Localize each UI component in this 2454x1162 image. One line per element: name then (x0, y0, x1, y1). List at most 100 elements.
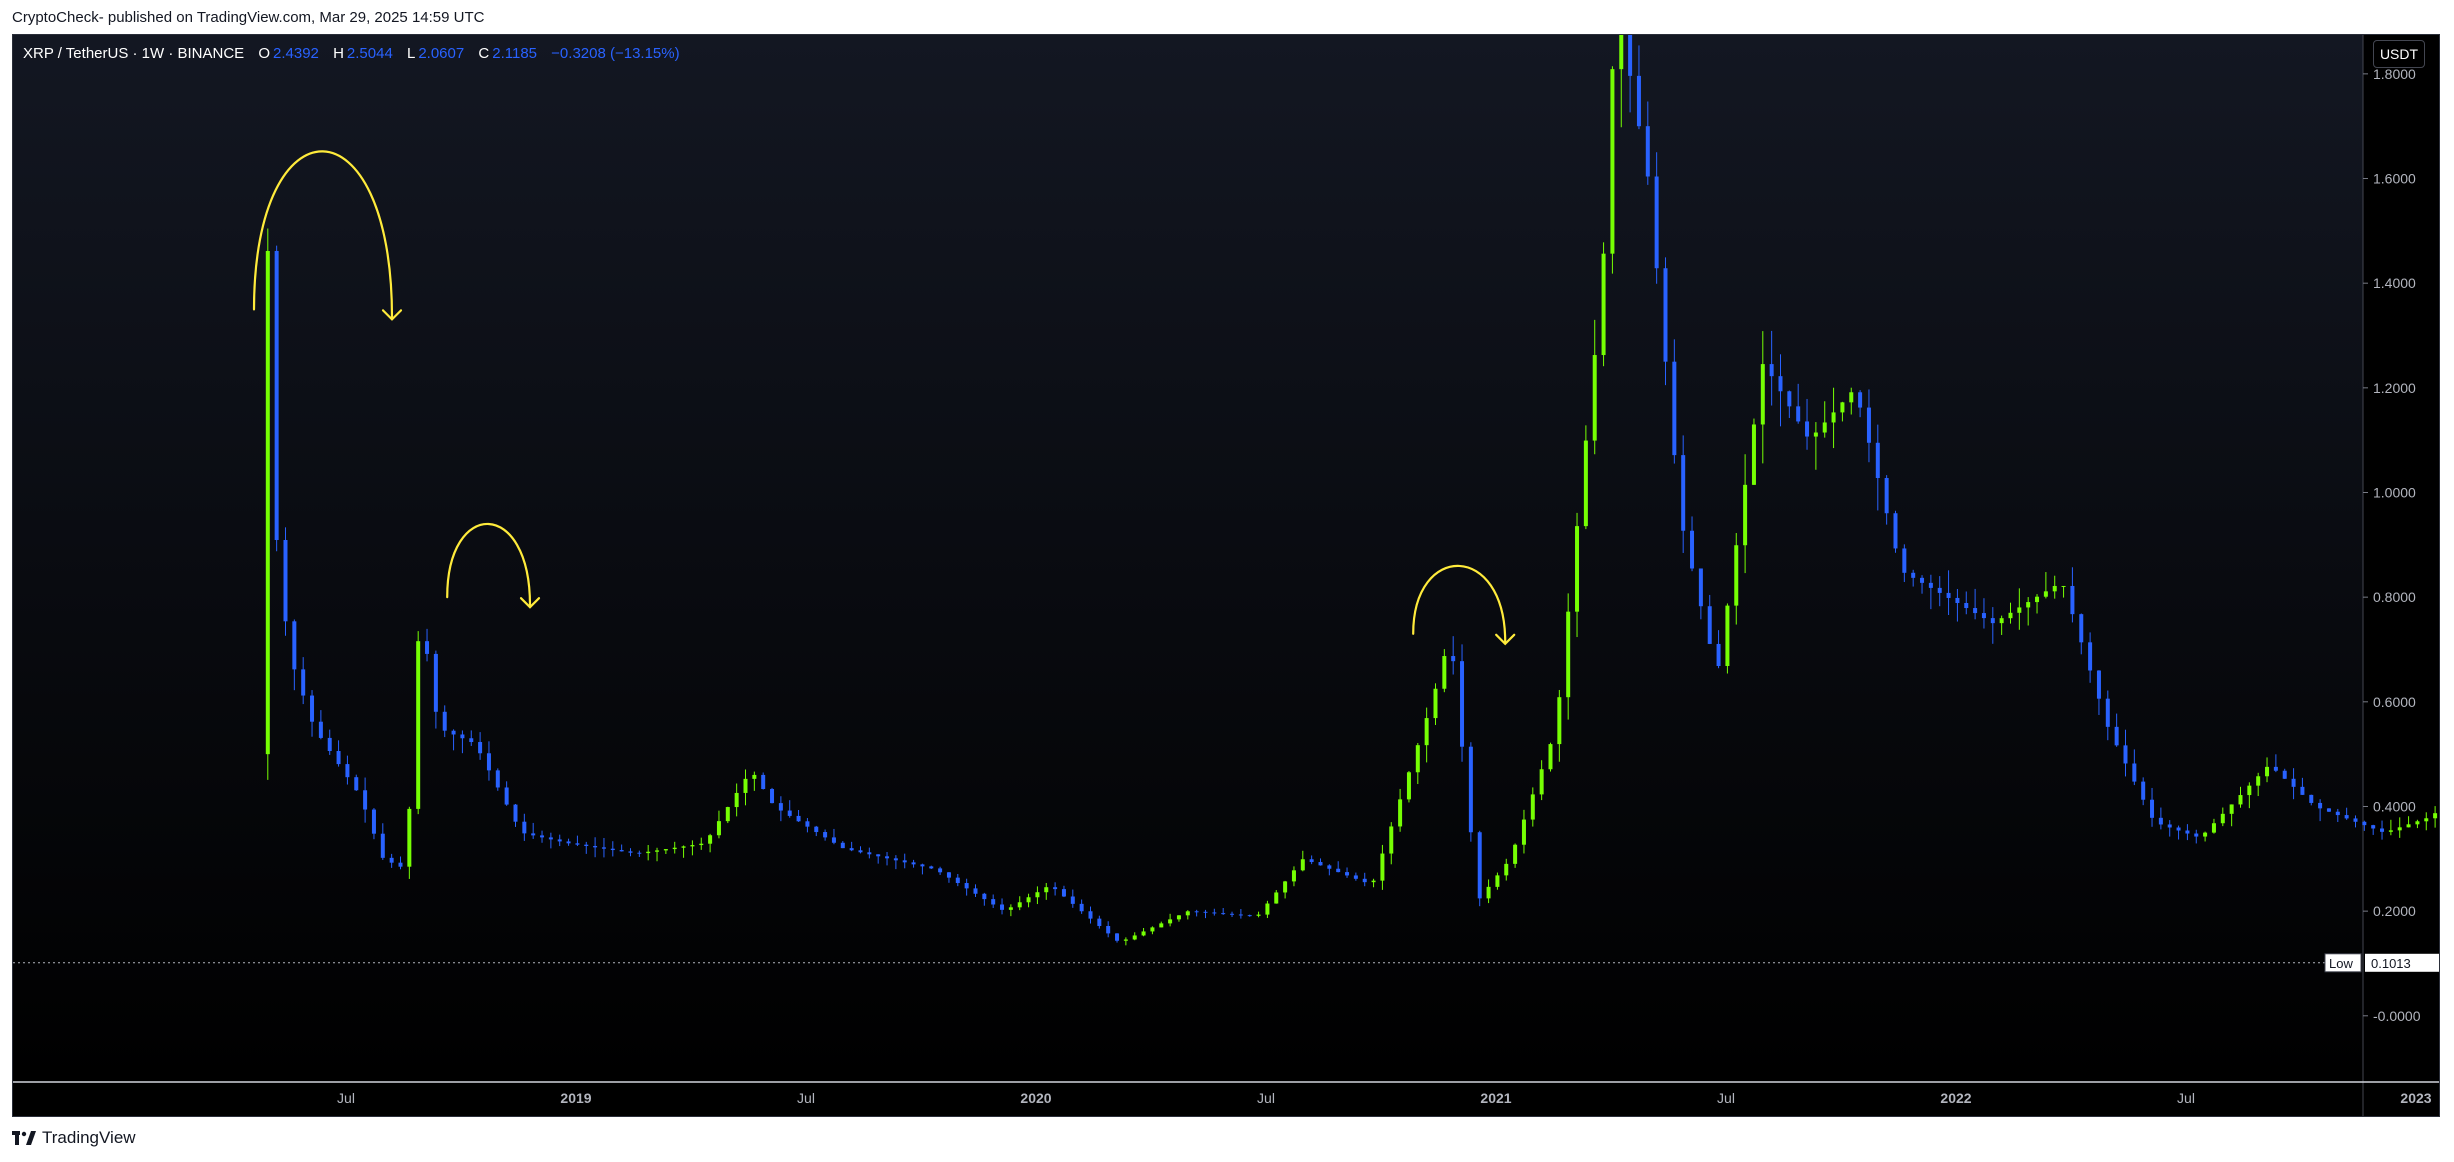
price-axis-label: 1.0000 (2373, 485, 2416, 501)
candle-body (2008, 612, 2013, 619)
candle-body (2211, 823, 2216, 833)
candle-body (2282, 770, 2287, 779)
annotation-arrowhead[interactable] (519, 597, 541, 609)
time-axis-label: Jul (2177, 1090, 2195, 1106)
candle-body (2035, 596, 2040, 603)
currency-button[interactable]: USDT (2373, 40, 2425, 68)
plot-background (13, 35, 2363, 1082)
candle-body (1928, 582, 1933, 588)
candle-body (1415, 745, 1420, 773)
annotation-arc[interactable] (1412, 564, 1507, 643)
candle-body (646, 851, 651, 854)
candle-body (1079, 903, 1084, 912)
candle-body (1610, 69, 1615, 254)
candle-body (1557, 697, 1562, 745)
candle-body (876, 854, 881, 857)
open-key: O (258, 45, 271, 62)
chart-canvas[interactable]: 3.60003.40003.20003.00002.80002.60002.40… (13, 35, 2440, 1117)
candle-body (672, 847, 677, 850)
candle-body (893, 858, 898, 861)
candle-body (557, 839, 562, 842)
candle-body (1238, 914, 1243, 916)
candle-body (1486, 886, 1491, 899)
price-axis-label: 0.4000 (2373, 798, 2416, 814)
candle-body (663, 849, 668, 851)
candle-body (1672, 361, 1677, 456)
price-axis-label: −0.2000 (2373, 1112, 2424, 1117)
candle-body (1831, 412, 1836, 423)
candle-body (1937, 587, 1942, 593)
candle-body (1088, 911, 1093, 919)
candle-body (1141, 931, 1146, 936)
high-key: H (333, 45, 344, 62)
time-axis-label: Jul (797, 1090, 815, 1106)
candle-body (938, 868, 943, 873)
tradingview-logo[interactable]: TradingView (12, 1128, 136, 1148)
symbol-title[interactable]: XRP / TetherUS · 1W · BINANCE (23, 45, 245, 62)
candle-body (1283, 881, 1288, 893)
candle-body (2176, 827, 2181, 831)
low-key: L (406, 45, 416, 62)
candle-body (1150, 927, 1155, 932)
candle-body (2203, 832, 2208, 837)
price-axis-label: 0.6000 (2373, 694, 2416, 710)
candle-body (2079, 614, 2084, 643)
candle-body (1318, 862, 1323, 866)
candle-body (1008, 907, 1013, 910)
annotation-arc[interactable] (252, 150, 394, 319)
candle-body (831, 837, 836, 843)
candle-body (2114, 726, 2119, 746)
candle-body (2291, 778, 2296, 787)
candle-body (1813, 432, 1818, 437)
candle-body (1734, 545, 1739, 606)
time-axis-label: 2023 (2400, 1090, 2431, 1106)
candle-body (2415, 821, 2420, 825)
candle-body (637, 852, 642, 854)
annotation-arrowhead[interactable] (381, 309, 403, 321)
chart-pane[interactable]: 3.60003.40003.20003.00002.80002.60002.40… (12, 34, 2440, 1117)
candle-body (2088, 642, 2093, 671)
candle-body (336, 751, 341, 765)
candle-body (389, 857, 394, 863)
candle-body (274, 250, 279, 540)
change-value: −0.3208 (−13.15%) (551, 45, 680, 62)
low-value: 0.1013 (2371, 956, 2411, 971)
candle-body (1751, 424, 1756, 485)
annotation-arc[interactable] (446, 522, 532, 607)
candle-body (1026, 897, 1031, 903)
candle-body (1902, 548, 1907, 573)
candle-body (380, 833, 385, 858)
annotation-arrowhead[interactable] (1495, 633, 1516, 646)
candle-body (2397, 827, 2402, 831)
candle-body (1778, 376, 1783, 392)
candle-body (2185, 830, 2190, 834)
time-axis-label: 2022 (1940, 1090, 1971, 1106)
candle-body (964, 883, 969, 889)
candle-body (1893, 513, 1898, 549)
candle-body (2344, 815, 2349, 819)
candle-body (1955, 597, 1960, 603)
candle-body (1371, 880, 1376, 883)
candle-body (2123, 745, 2128, 764)
candle-body (1460, 661, 1465, 747)
candle-body (1017, 902, 1022, 908)
candle-body (911, 862, 916, 865)
candle-body (752, 774, 757, 779)
candle-body (301, 669, 306, 696)
candle-body (593, 846, 598, 848)
candle-body (283, 539, 288, 622)
candle-body (1575, 526, 1580, 612)
candle-body (1345, 872, 1350, 876)
time-axis-label: 2021 (1480, 1090, 1511, 1106)
candle-body (310, 695, 315, 722)
candle-body (2220, 813, 2225, 824)
candle-body (486, 753, 491, 771)
candle-body (1274, 892, 1279, 904)
candle-body (1530, 794, 1535, 820)
low-value-tag (2365, 953, 2439, 972)
candle-body (416, 641, 421, 809)
candle-body (540, 835, 545, 838)
candle-body (1106, 926, 1111, 934)
candle-body (929, 866, 934, 869)
candle-body (442, 711, 447, 731)
